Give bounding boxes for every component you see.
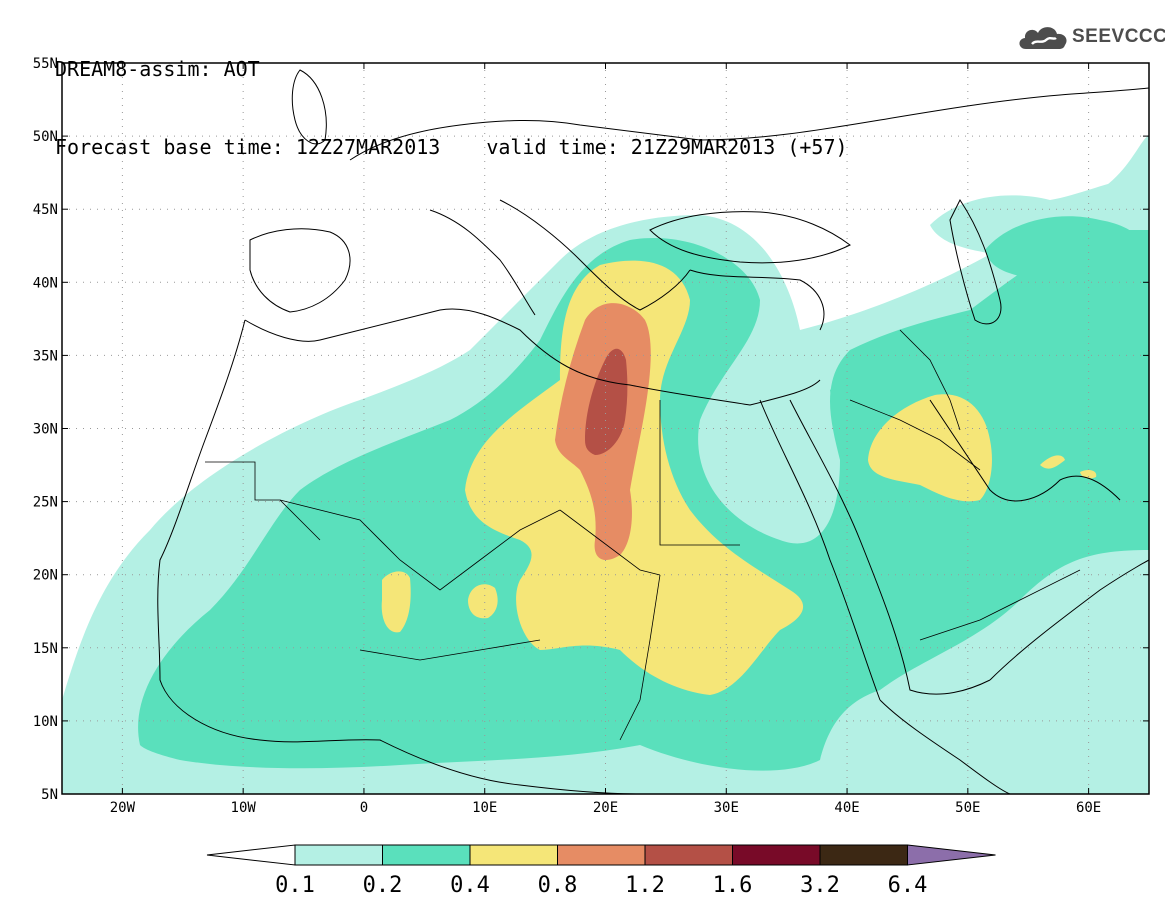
persian-gulf [929, 399, 1121, 502]
lat-label: 20N [33, 568, 58, 584]
cloud-icon [1019, 27, 1067, 49]
colorbar-swatch [732, 844, 821, 866]
colorbar: 0.1 0.2 0.4 0.8 1.2 1.6 3.2 6.4 [206, 844, 996, 898]
lat-label: 30N [33, 422, 58, 438]
border-niger-nigeria [359, 639, 541, 661]
border-iraq-iran [899, 329, 961, 431]
aot-band-0.4 [465, 260, 804, 695]
aot-band-1.2 [585, 348, 628, 455]
border-saudi [849, 399, 981, 471]
lon-label: 20E [593, 800, 618, 816]
lon-label: 10W [231, 800, 257, 816]
lat-label: 10N [33, 714, 58, 730]
aot-band-0.2-arabia [830, 320, 1149, 545]
colorbar-label: 3.2 [800, 873, 840, 898]
lon-label: 0 [360, 800, 368, 816]
colorbar-swatch [382, 844, 471, 866]
political-borders [205, 329, 1081, 741]
horn-of-africa [879, 699, 1011, 794]
lat-label: 35N [33, 348, 58, 364]
colorbar-label: 0.4 [450, 873, 490, 898]
colorbar-label: 0.1 [275, 873, 315, 898]
colorbar-label: 1.2 [625, 873, 665, 898]
graticule [62, 63, 1149, 794]
italy-coast [429, 209, 536, 316]
lon-label: 20W [110, 800, 136, 816]
latitude-axis: 55N 50N 45N 40N 35N 30N 25N 20N 15N 10N 5N [33, 56, 1149, 803]
aot-band-0.4-iraq [868, 394, 992, 502]
border-libya-egypt [659, 400, 740, 546]
coastlines [157, 69, 1149, 794]
aot-band-0.2-caspian [985, 216, 1149, 300]
aot-band-0.4-gulf [1040, 455, 1065, 469]
lon-label: 50E [955, 800, 980, 816]
colorbar-swatch [469, 844, 558, 866]
colorbar-swatch [644, 844, 733, 866]
lon-label: 60E [1076, 800, 1101, 816]
border-sudan [619, 574, 661, 741]
west-africa-coast [157, 319, 641, 794]
colorbar-label: 0.8 [538, 873, 578, 898]
lat-label: 40N [33, 275, 58, 291]
colorbar-low-arrow [206, 844, 296, 866]
seevccc-logo: SEEVCCC [1016, 22, 1165, 52]
border-mali-algeria [279, 499, 561, 591]
iberia-coast [249, 228, 351, 313]
map-header: DREAM8-assim: AOT Forecast base time: 12… [55, 4, 848, 186]
product-title: DREAM8-assim: AOT [55, 57, 260, 81]
lat-label: 15N [33, 641, 58, 657]
lon-label: 30E [714, 800, 739, 816]
lat-label: 55N [33, 56, 58, 72]
aot-band-0.4-west [381, 571, 411, 633]
europe-north [349, 87, 1149, 161]
aot-band-0.4-gulf-2 [1080, 469, 1097, 479]
colorbar-label: 6.4 [888, 873, 928, 898]
lon-label: 10E [472, 800, 497, 816]
colorbar-swatch [557, 844, 646, 866]
lat-label: 25N [33, 495, 58, 511]
aot-contour-field [62, 135, 1149, 794]
forecast-base-time: Forecast base time: 12Z27MAR2013 [55, 135, 441, 159]
logo-text: SEEVCCC [1072, 26, 1165, 47]
border-mauritania [205, 461, 321, 541]
colorbar-label: 0.2 [363, 873, 403, 898]
lat-label: 50N [33, 129, 58, 145]
longitude-axis: 20W 10W 0 10E 20E 30E 40E 50E 60E [110, 63, 1101, 816]
border-yemen [919, 569, 1081, 641]
turkey-coast [689, 269, 825, 331]
border-libya-chad [559, 509, 661, 576]
lon-label: 40E [834, 800, 859, 816]
uk-coast [291, 69, 327, 145]
red-sea-west [759, 399, 881, 701]
lat-label: 45N [33, 202, 58, 218]
red-sea-east [789, 399, 991, 695]
colorbar-swatch [819, 844, 908, 866]
colorbar-high-arrow [907, 844, 996, 866]
lat-label: 5N [41, 787, 58, 803]
caspian-sea [949, 199, 1002, 325]
black-sea [649, 211, 851, 264]
valid-time: valid time: 21Z29MAR2013 (+57) [486, 135, 848, 159]
colorbar-swatch [294, 844, 383, 866]
arabia-south [989, 559, 1149, 681]
aot-band-0.4-niger [468, 584, 498, 619]
balkans-coast [499, 199, 691, 311]
colorbar-label: 1.6 [713, 873, 753, 898]
north-africa-coast [244, 308, 821, 406]
